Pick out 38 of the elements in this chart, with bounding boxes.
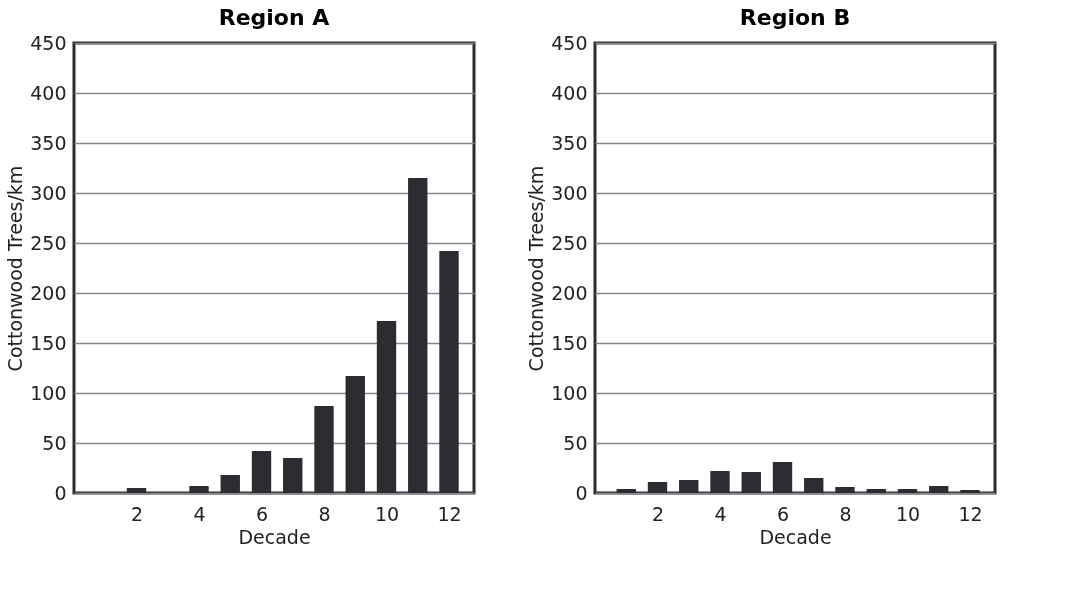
chart-title: Region A <box>218 5 330 30</box>
x-tick-label: 12 <box>958 502 983 525</box>
y-tick-label: 100 <box>551 381 588 404</box>
x-tick-label: 8 <box>839 502 852 525</box>
y-tick-label: 450 <box>551 31 588 54</box>
y-tick-label: 350 <box>30 131 67 154</box>
x-axis-title: Decade <box>759 525 832 548</box>
y-tick-label: 150 <box>551 331 588 354</box>
y-tick-label: 400 <box>30 81 67 104</box>
y-axis-title: Cottonwood Trees/km <box>525 165 548 372</box>
y-tick-label: 50 <box>42 431 67 454</box>
chart-title: Region B <box>739 5 851 30</box>
x-tick-label: 2 <box>651 502 665 525</box>
y-tick-label: 250 <box>30 231 67 254</box>
x-tick-label: 10 <box>374 502 400 525</box>
y-tick-label: 300 <box>30 181 67 204</box>
y-tick-label: 0 <box>575 481 588 504</box>
x-tick-label: 12 <box>437 502 462 525</box>
x-tick-label: 2 <box>130 502 144 525</box>
y-tick-label: 350 <box>551 131 588 154</box>
x-tick-label: 6 <box>255 502 269 525</box>
x-tick-label: 8 <box>318 502 331 525</box>
x-tick-label: 4 <box>193 502 206 525</box>
x-tick-label: 4 <box>714 502 727 525</box>
y-tick-label: 200 <box>551 281 588 304</box>
y-tick-label: 200 <box>30 281 67 304</box>
y-tick-label: 450 <box>30 31 67 54</box>
y-tick-label: 400 <box>551 81 588 104</box>
y-tick-label: 100 <box>30 381 67 404</box>
y-tick-label: 0 <box>54 481 67 504</box>
y-tick-label: 300 <box>551 181 588 204</box>
x-tick-label: 10 <box>895 502 921 525</box>
x-tick-label: 6 <box>776 502 790 525</box>
y-tick-label: 50 <box>563 431 588 454</box>
y-tick-label: 250 <box>551 231 588 254</box>
y-tick-label: 150 <box>30 331 67 354</box>
x-axis-title: Decade <box>238 525 311 548</box>
y-axis-title: Cottonwood Trees/km <box>4 165 27 372</box>
